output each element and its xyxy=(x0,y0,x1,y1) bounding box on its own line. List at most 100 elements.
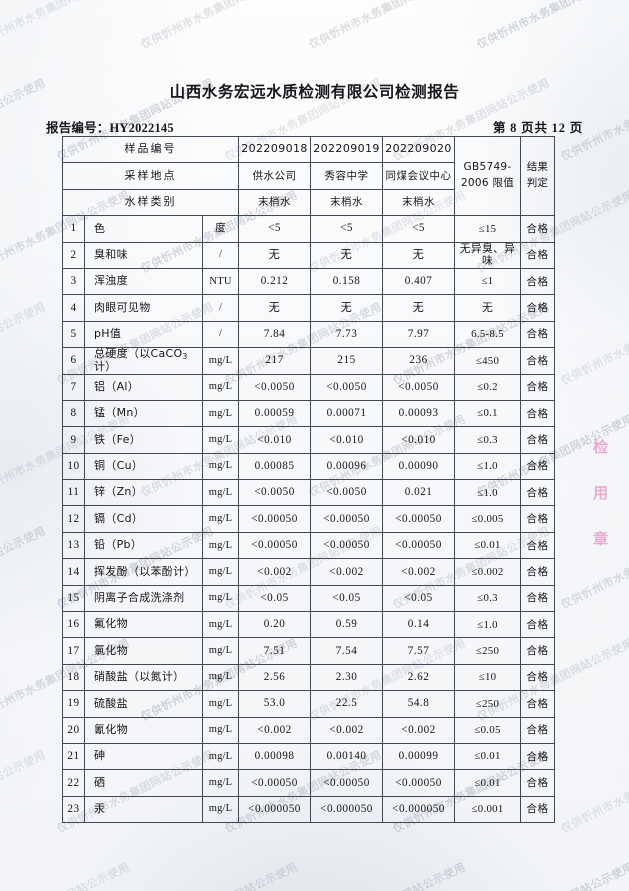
result-judgement: 合格 xyxy=(520,215,556,243)
value-sample-2: 无 xyxy=(310,241,384,269)
parameter-name: 铝（Al） xyxy=(84,373,203,401)
standard-limit: ≤0.3 xyxy=(454,584,522,613)
parameter-unit: mg/L xyxy=(201,347,240,375)
row-index: 18 xyxy=(62,663,85,692)
result-judgement: 合格 xyxy=(520,452,556,481)
value-sample-3: 0.00099 xyxy=(382,742,456,771)
value-sample-1: <0.002 xyxy=(238,716,312,744)
row-index: 11 xyxy=(62,479,85,507)
row-index: 21 xyxy=(62,742,85,771)
parameter-name: 总硬度（以CaCO3计） xyxy=(84,347,203,375)
standard-limit: ≤0.001 xyxy=(454,795,522,824)
value-sample-1: 0.00059 xyxy=(238,399,312,428)
table-head: 样品编号 202209018 202209019 202209020 GB574… xyxy=(61,135,556,217)
value-sample-3: <0.00050 xyxy=(382,769,456,797)
table-row: 1 色度 <5 <5 <5 ≤15 合格 xyxy=(62,215,556,243)
value-sample-2: 7.54 xyxy=(310,637,384,665)
parameter-unit: mg/L xyxy=(201,637,240,665)
standard-limit: ≤0.05 xyxy=(454,716,522,744)
standard-limit-line2: 2006 限值 xyxy=(460,177,515,190)
value-sample-2: <0.000050 xyxy=(310,795,384,824)
parameter-name: 铁（Fe） xyxy=(84,426,203,454)
standard-limit: ≤0.002 xyxy=(454,558,522,586)
value-sample-2: <0.00050 xyxy=(310,531,384,560)
result-judgement: 合格 xyxy=(520,690,556,718)
value-sample-3: 7.97 xyxy=(382,320,456,349)
value-sample-3: 7.57 xyxy=(382,637,456,665)
value-sample-3: <0.002 xyxy=(382,716,456,744)
table-row: 19 硫酸盐 mg/L 53.0 22.5 54.8 ≤250 合格 xyxy=(62,690,556,718)
row-index: 9 xyxy=(62,426,85,454)
parameter-unit: mg/L xyxy=(201,373,240,401)
value-sample-3: 0.00093 xyxy=(382,399,456,428)
value-sample-1: <0.0050 xyxy=(238,373,312,401)
parameter-name: 硝酸盐（以氮计） xyxy=(84,663,203,692)
table-row: 3 浑浊度 NTU 0.212 0.158 0.407 ≤1 合格 xyxy=(62,267,556,296)
table-row: 2 臭和味 / 无无无无异臭、异味 合格 xyxy=(62,241,556,269)
parameter-name: 锰（Mn） xyxy=(84,399,203,428)
parameter-name: 铜（Cu） xyxy=(84,452,203,481)
table-row: 5 pH值/7.84 7.73 7.97 6.5-8.5 合格 xyxy=(62,320,556,349)
value-sample-2: <0.05 xyxy=(310,584,384,613)
value-sample-2: <0.0050 xyxy=(310,479,384,507)
result-judgement: 合格 xyxy=(520,584,556,613)
parameter-name: 臭和味 xyxy=(84,241,203,269)
value-sample-3: 0.14 xyxy=(382,611,456,639)
parameter-unit: mg/L xyxy=(201,426,240,454)
result-judgement: 合格 xyxy=(520,611,556,639)
parameter-name: 汞 xyxy=(84,795,203,824)
standard-limit: ≤1.0 xyxy=(454,611,522,639)
value-sample-1: 7.51 xyxy=(238,637,312,665)
parameter-name: 挥发酚（以苯酚计） xyxy=(84,558,203,586)
result-judgement: 合格 xyxy=(520,373,556,401)
value-sample-1: 0.00085 xyxy=(238,452,312,481)
standard-limit-line1: GB5749- xyxy=(463,161,512,174)
standard-limit: ≤0.01 xyxy=(454,769,522,797)
parameter-unit: mg/L xyxy=(201,690,240,718)
result-judgement: 合格 xyxy=(520,426,556,454)
header-sample-location-3: 同煤会议中心 xyxy=(382,162,456,190)
value-sample-3: 0.00090 xyxy=(382,452,456,481)
standard-limit: ≤0.005 xyxy=(454,505,522,533)
result-judgement: 合格 xyxy=(520,716,556,744)
parameter-name: 砷 xyxy=(84,742,203,771)
standard-limit: ≤0.2 xyxy=(454,373,522,401)
result-judgement: 合格 xyxy=(520,795,556,824)
value-sample-2: 无 xyxy=(310,294,384,322)
value-sample-1: 53.0 xyxy=(238,690,312,718)
parameter-unit: mg/L xyxy=(201,558,240,586)
header-judgement: 结果 判定 xyxy=(520,135,556,217)
result-judgement: 合格 xyxy=(520,294,556,322)
value-sample-1: 2.56 xyxy=(238,663,312,692)
row-index: 17 xyxy=(62,637,85,665)
row-index: 14 xyxy=(62,558,85,586)
row-index: 20 xyxy=(62,716,85,744)
result-judgement: 合格 xyxy=(520,663,556,692)
result-judgement: 合格 xyxy=(520,399,556,428)
parameter-unit: 度 xyxy=(201,215,240,243)
value-sample-2: 7.73 xyxy=(310,320,384,349)
result-judgement: 合格 xyxy=(520,267,556,296)
header-standard-limit: GB5749- 2006 限值 xyxy=(454,135,522,217)
parameter-unit: mg/L xyxy=(201,531,240,560)
report-number: 报告编号：HY2022145 xyxy=(46,121,174,135)
value-sample-3: <0.002 xyxy=(382,558,456,586)
table-row: 9 铁（Fe） mg/L <0.010 <0.010 <0.010 ≤0.3 合格 xyxy=(62,426,556,454)
value-sample-1: 217 xyxy=(238,347,312,375)
row-index: 3 xyxy=(62,267,85,296)
value-sample-1: <0.00050 xyxy=(238,505,312,533)
header-sample-no-label: 样品编号 xyxy=(61,135,240,164)
table-row: 13 铅（Pb） mg/L <0.00050 <0.00050 <0.00050 ≤0.01… xyxy=(62,531,556,560)
value-sample-3: 0.407 xyxy=(382,267,456,296)
row-index: 10 xyxy=(62,452,85,481)
parameter-name: 铅（Pb） xyxy=(84,531,203,560)
row-index: 12 xyxy=(62,505,85,533)
parameter-name: 阴离子合成洗涤剂 xyxy=(84,584,203,613)
value-sample-3: 无 xyxy=(382,241,456,269)
table-row: 10 铜（Cu） mg/L 0.00085 0.00096 0.00090 ≤1.0 合格 xyxy=(62,452,556,481)
result-judgement: 合格 xyxy=(520,742,556,771)
parameter-unit: mg/L xyxy=(201,769,240,797)
value-sample-1: <0.002 xyxy=(238,558,312,586)
standard-limit: ≤10 xyxy=(454,663,522,692)
row-index: 1 xyxy=(62,215,85,243)
